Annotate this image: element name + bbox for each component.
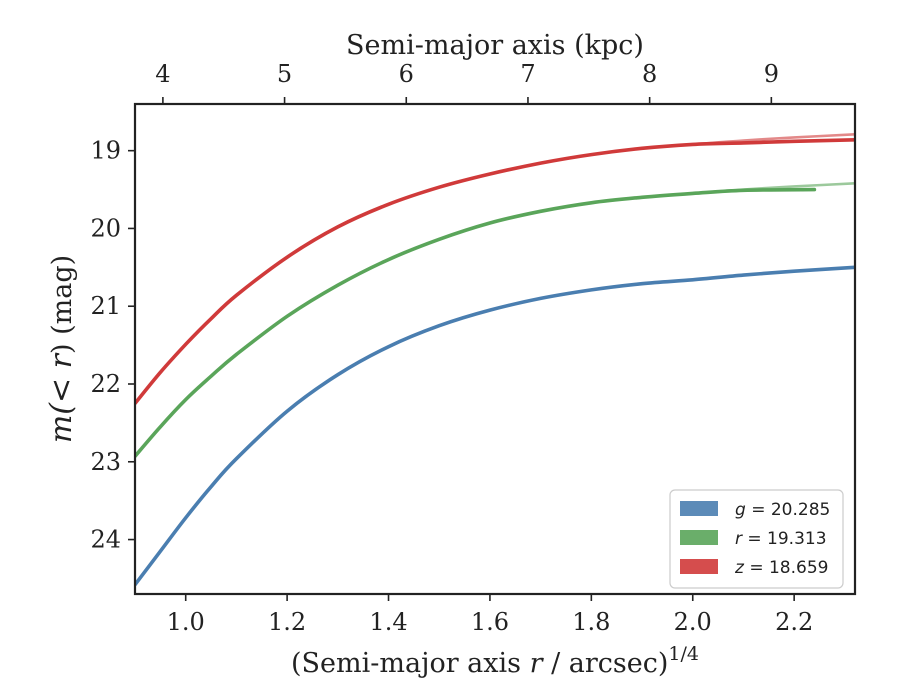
legend-swatch-r <box>680 530 718 545</box>
series-z-line <box>135 138 855 406</box>
x-tick-label: 1.0 <box>167 608 205 636</box>
x-axis-title-exponent: 1/4 <box>668 643 699 665</box>
top-tick-label: 6 <box>399 60 414 88</box>
x-axis-title-var: r <box>530 648 545 679</box>
legend-label-z: z = 18.659 <box>734 558 828 578</box>
y-axis-title-suffix: ) (mag) <box>47 255 78 354</box>
legend-label-r: r = 19.313 <box>735 529 827 549</box>
top-tick-label: 5 <box>277 60 292 88</box>
x-tick-label: 2.0 <box>674 608 712 636</box>
x-tick-label: 1.4 <box>369 608 407 636</box>
x-tick-label: 2.2 <box>775 608 813 636</box>
top-tick-label: 8 <box>642 60 657 88</box>
y-tick-label: 21 <box>90 292 121 320</box>
x-axis-title-suffix: / arcsec) <box>543 648 669 679</box>
top-axis-title: Semi-major axis (kpc) <box>346 30 644 61</box>
top-axis-ticks: 4 5 6 7 8 9 <box>155 60 779 104</box>
y-axis-title: m(< r) (mag) <box>44 255 79 443</box>
y-axis-title-mid: (< <box>44 368 79 414</box>
x-axis-title-prefix: (Semi-major axis <box>291 648 530 679</box>
y-axis-ticks: 19 20 21 22 23 24 <box>90 137 135 554</box>
series-r-line <box>135 187 817 459</box>
legend-swatch-z <box>680 559 718 574</box>
legend-label-g: g = 20.285 <box>735 500 830 520</box>
x-tick-label: 1.8 <box>572 608 610 636</box>
y-tick-label: 22 <box>90 370 121 398</box>
top-tick-label: 7 <box>520 60 535 88</box>
y-tick-label: 23 <box>90 448 121 476</box>
x-axis-title: (Semi-major axis r / arcsec)1/4 <box>291 643 699 679</box>
x-tick-label: 1.6 <box>471 608 509 636</box>
legend: g = 20.285 r = 19.313 z = 18.659 <box>669 489 844 589</box>
series-g-line <box>135 265 855 587</box>
plot-frame <box>133 102 857 596</box>
y-axis-title-var2: r <box>44 352 79 368</box>
legend-items: g = 20.285 r = 19.313 z = 18.659 <box>680 500 830 578</box>
y-tick-label: 19 <box>90 137 121 165</box>
y-tick-label: 20 <box>90 214 121 242</box>
x-tick-label: 1.2 <box>268 608 306 636</box>
top-tick-label: 4 <box>155 60 170 88</box>
series-layer <box>135 133 855 587</box>
y-axis-title-var: m <box>44 415 79 443</box>
legend-swatch-g <box>680 501 718 516</box>
x-axis-ticks: 1.0 1.2 1.4 1.6 1.8 2.0 2.2 <box>167 594 813 636</box>
top-tick-label: 9 <box>764 60 779 88</box>
y-tick-label: 24 <box>90 526 121 554</box>
